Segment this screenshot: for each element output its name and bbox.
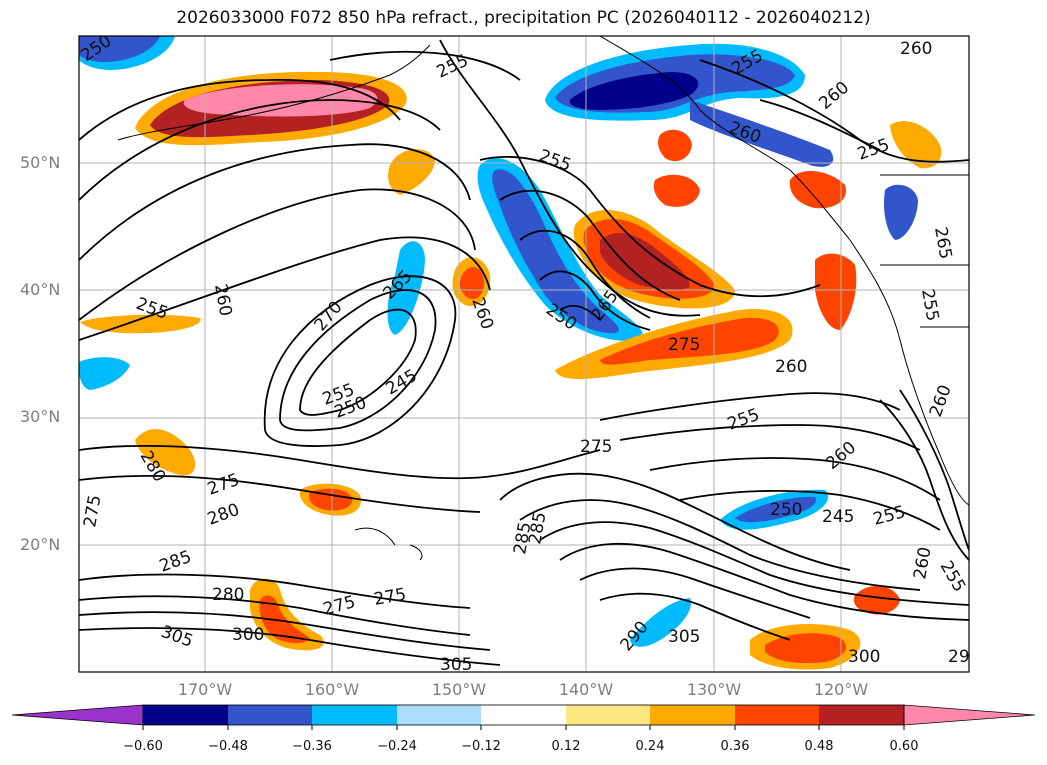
colorbar-bin	[143, 705, 228, 725]
lat-label: 50°N	[20, 153, 61, 172]
colorbar	[11, 704, 1036, 730]
colorbar-bin	[481, 705, 566, 725]
contour-label: 300	[848, 647, 880, 667]
lat-label: 40°N	[20, 280, 61, 299]
colorbar-tick-label: 0.48	[804, 739, 834, 754]
lat-label: 30°N	[20, 407, 61, 426]
contour-label: 250	[770, 500, 802, 520]
lon-label: 130°W	[686, 680, 742, 699]
shade-positive	[853, 585, 900, 615]
shade-negative	[492, 169, 619, 334]
shade-positive	[653, 174, 700, 207]
shade-positive	[890, 121, 942, 169]
shade-positive	[183, 84, 378, 117]
colorbar-bin	[228, 705, 312, 725]
shade-positive	[388, 149, 435, 195]
colorbar-tick-label: 0.36	[720, 739, 750, 754]
lon-label: 140°W	[558, 680, 614, 699]
shade-negative	[735, 496, 816, 523]
contour-label: 275	[580, 437, 612, 457]
colorbar-tick-label: −0.60	[123, 739, 163, 754]
map-plot-area	[79, 36, 969, 672]
contour-label: 300	[232, 625, 264, 645]
lon-label: 120°W	[813, 680, 869, 699]
coastlines	[117, 36, 969, 561]
contour-label: 305	[668, 627, 700, 647]
shade-positive	[600, 317, 779, 365]
colorbar-tick-label: 0.12	[551, 739, 581, 754]
colorbar-tick-label: 0.24	[635, 739, 665, 754]
shade-positive	[815, 253, 857, 330]
colorbar-bin	[819, 705, 904, 725]
colorbar-extend-low	[11, 704, 144, 726]
shade-negative	[884, 184, 918, 240]
contour-label: 260	[900, 39, 932, 59]
colorbar-tick-label: −0.36	[292, 739, 332, 754]
shade-positive	[789, 170, 846, 209]
shade-positive	[657, 129, 692, 162]
shade-negative	[387, 241, 425, 335]
colorbar-bin	[735, 705, 819, 725]
colorbar-tick-label: −0.48	[208, 739, 248, 754]
contour-label: 260	[775, 357, 807, 377]
colorbar-tick-label: −0.12	[461, 739, 501, 754]
refractivity-contours	[79, 39, 969, 666]
contour-label: 275	[668, 335, 700, 355]
shade-positive	[135, 429, 196, 476]
shade-positive	[460, 267, 485, 300]
contour-label: 29	[948, 647, 970, 667]
lon-label: 160°W	[304, 680, 360, 699]
colorbar-bin	[312, 705, 397, 725]
contour-label: 305	[440, 655, 472, 675]
colorbar-bin	[566, 705, 650, 725]
shade-positive	[259, 595, 310, 644]
shade-positive	[765, 633, 846, 664]
colorbar-bin	[397, 705, 481, 725]
shade-negative	[79, 36, 160, 62]
shade-negative	[569, 72, 699, 110]
colorbar-tick-label: −0.24	[377, 739, 417, 754]
colorbar-extend-high	[903, 704, 1036, 726]
shade-negative	[630, 598, 691, 647]
map-title: 2026033000 F072 850 hPa refract., precip…	[176, 8, 871, 28]
shade-negative	[79, 357, 130, 390]
colorbar-tick-label: 0.60	[889, 739, 919, 754]
contour-label: 280	[212, 585, 244, 605]
shade-negative	[690, 100, 834, 167]
lon-label: 150°W	[431, 680, 487, 699]
colorbar-frame	[142, 704, 905, 726]
shade-positive	[600, 233, 690, 290]
lon-label: 170°W	[177, 680, 233, 699]
map-frame	[78, 35, 970, 673]
lat-label: 20°N	[20, 535, 61, 554]
colorbar-bin	[650, 705, 735, 725]
graticule	[79, 36, 969, 672]
contour-label: 245	[822, 507, 854, 527]
